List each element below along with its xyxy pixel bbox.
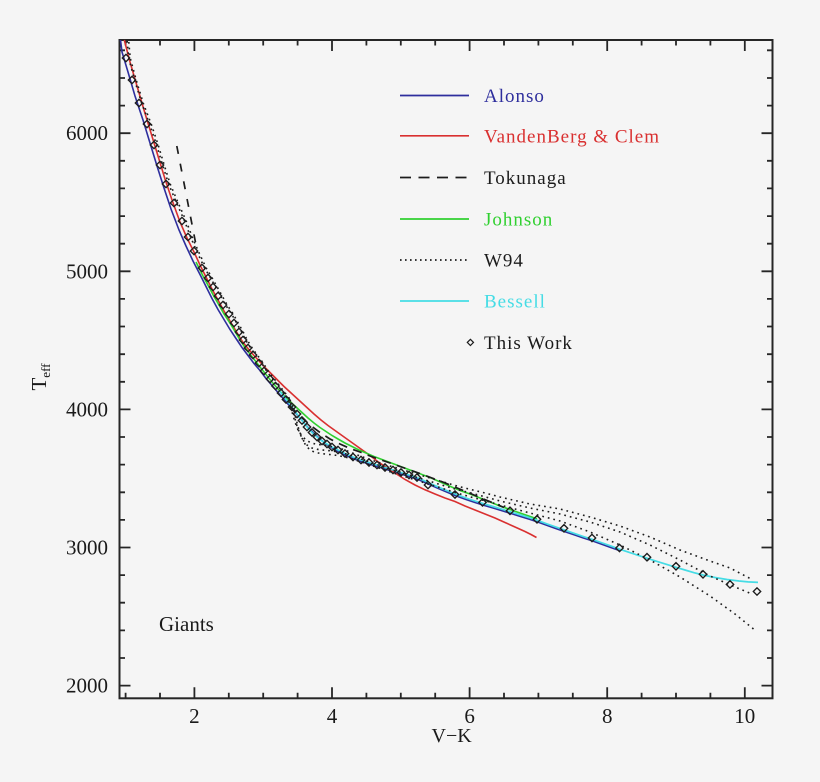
- svg-text:6000: 6000: [66, 121, 108, 145]
- svg-text:This Work: This Work: [484, 333, 573, 354]
- svg-text:VandenBerg & Clem: VandenBerg & Clem: [484, 126, 660, 147]
- svg-text:5000: 5000: [66, 259, 108, 283]
- svg-text:Giants: Giants: [159, 612, 214, 636]
- svg-text:W94: W94: [484, 251, 524, 272]
- svg-text:V−K: V−K: [432, 725, 473, 747]
- svg-text:Tokunaga: Tokunaga: [484, 168, 567, 189]
- svg-text:2: 2: [189, 704, 200, 728]
- svg-text:8: 8: [602, 704, 613, 728]
- svg-text:4: 4: [327, 704, 338, 728]
- svg-text:10: 10: [734, 704, 755, 728]
- svg-text:3000: 3000: [66, 536, 108, 560]
- svg-text:Johnson: Johnson: [484, 210, 553, 231]
- svg-text:4000: 4000: [66, 397, 108, 421]
- svg-text:Bessell: Bessell: [484, 292, 546, 313]
- svg-text:6: 6: [464, 704, 475, 728]
- svg-text:2000: 2000: [66, 674, 108, 698]
- svg-text:Alonso: Alonso: [484, 86, 545, 107]
